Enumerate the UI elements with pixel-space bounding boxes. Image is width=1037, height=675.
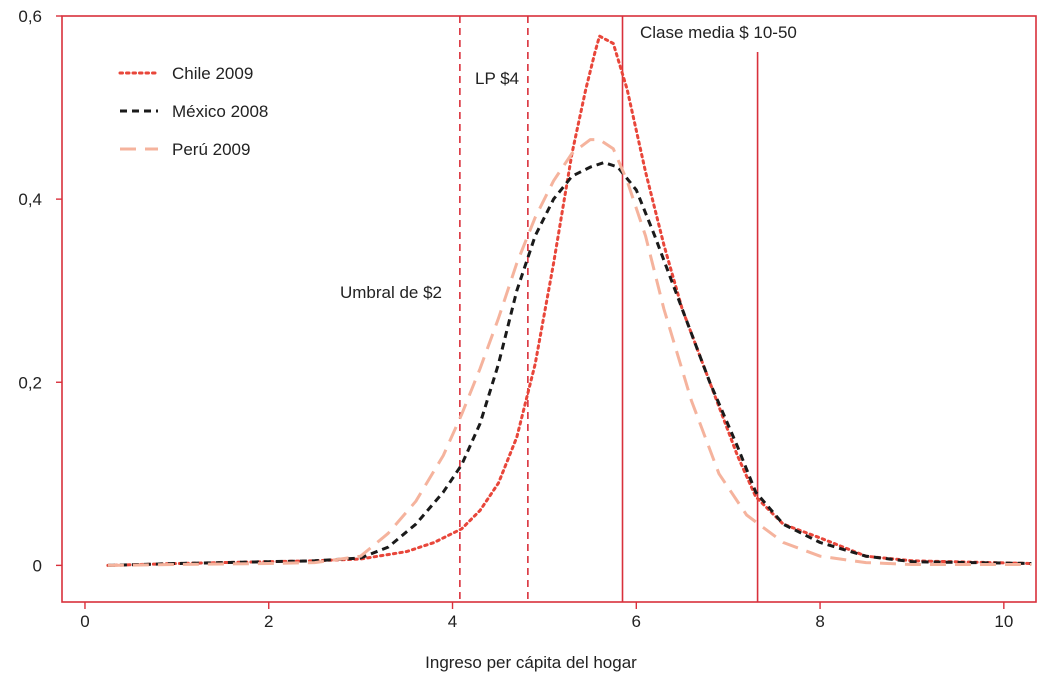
y-tick-label: 0 [33, 556, 42, 575]
x-tick-label: 0 [80, 612, 89, 631]
annotation-2: LP $4 [475, 69, 519, 88]
series-line-1 [106, 34, 1033, 567]
plot-frame [61, 15, 1037, 603]
x-tick-label: 2 [264, 612, 273, 631]
x-tick-label: 10 [994, 612, 1013, 631]
legend: Chile 2009 México 2008 Perú 2009 [118, 64, 268, 159]
x-axis: 0 2 4 6 8 10 [80, 602, 1013, 631]
y-axis: 0 0,2 0,4 0,6 [18, 7, 62, 575]
annotation-1: Umbral de $2 [340, 283, 442, 302]
x-tick-label: 8 [815, 612, 824, 631]
reference-lines [459, 16, 759, 602]
y-tick-label: 0,4 [18, 190, 42, 209]
series-line-2 [107, 161, 1032, 567]
legend-label-3: Perú 2009 [172, 140, 250, 159]
y-tick-label: 0,2 [18, 373, 42, 392]
annotation-3: Clase media $ 10-50 [640, 23, 797, 42]
legend-label-1: Chile 2009 [172, 64, 253, 83]
series-line-3 [107, 138, 1032, 567]
x-tick-label: 6 [632, 612, 641, 631]
x-axis-label: Ingreso per cápita del hogar [425, 653, 637, 672]
y-tick-label: 0,6 [18, 7, 42, 26]
plot-border [61, 15, 1037, 603]
series-lines [106, 34, 1033, 567]
x-tick-label: 4 [448, 612, 457, 631]
legend-label-2: México 2008 [172, 102, 268, 121]
annotations: Umbral de $2 LP $4 Clase media $ 10-50 [340, 23, 797, 302]
